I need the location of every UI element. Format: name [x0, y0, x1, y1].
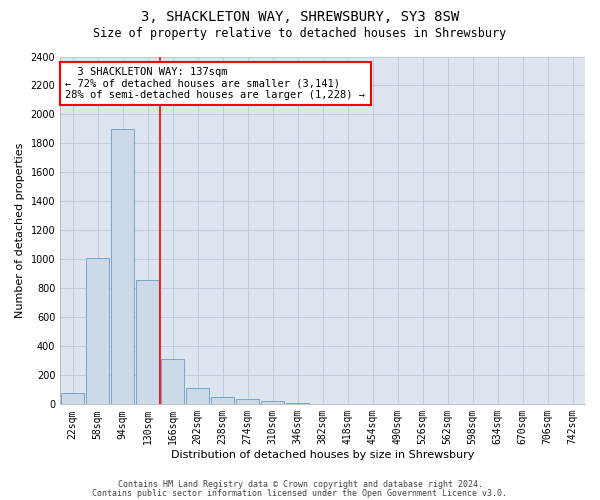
- Bar: [211, 397, 234, 404]
- Bar: [236, 400, 259, 404]
- Text: Contains public sector information licensed under the Open Government Licence v3: Contains public sector information licen…: [92, 488, 508, 498]
- Bar: [61, 392, 84, 404]
- Bar: [111, 129, 134, 404]
- Bar: [86, 258, 109, 404]
- Bar: [186, 388, 209, 404]
- Bar: [136, 280, 159, 404]
- Y-axis label: Number of detached properties: Number of detached properties: [15, 142, 25, 318]
- Text: Contains HM Land Registry data © Crown copyright and database right 2024.: Contains HM Land Registry data © Crown c…: [118, 480, 482, 489]
- Bar: [286, 403, 309, 404]
- Text: 3 SHACKLETON WAY: 137sqm
← 72% of detached houses are smaller (3,141)
28% of sem: 3 SHACKLETON WAY: 137sqm ← 72% of detach…: [65, 67, 365, 100]
- X-axis label: Distribution of detached houses by size in Shrewsbury: Distribution of detached houses by size …: [171, 450, 474, 460]
- Text: 3, SHACKLETON WAY, SHREWSBURY, SY3 8SW: 3, SHACKLETON WAY, SHREWSBURY, SY3 8SW: [141, 10, 459, 24]
- Bar: [161, 360, 184, 405]
- Bar: [261, 402, 284, 404]
- Text: Size of property relative to detached houses in Shrewsbury: Size of property relative to detached ho…: [94, 28, 506, 40]
